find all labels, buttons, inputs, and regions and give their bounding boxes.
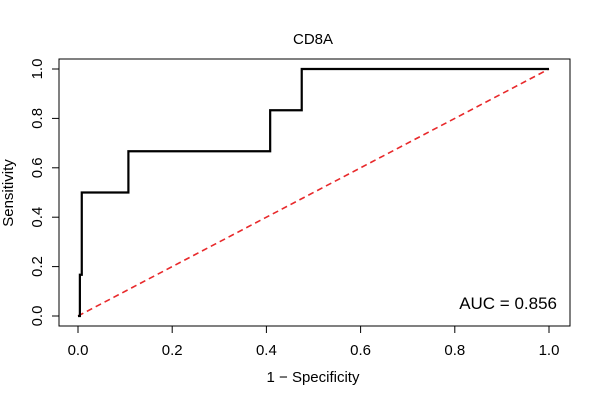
x-tick-label: 0.6 [350, 342, 371, 359]
x-tick-label: 0.0 [68, 342, 89, 359]
chart-title: CD8A [293, 31, 333, 48]
y-tick-label: 1.0 [29, 59, 46, 80]
y-tick-label: 0.6 [29, 157, 46, 178]
x-tick-label: 0.8 [444, 342, 465, 359]
reference-diagonal-line [77, 68, 550, 317]
x-axis-label: 1 − Specificity [267, 369, 360, 386]
y-axis: 0.0 0.2 0.4 0.6 0.8 1.0 [29, 59, 60, 327]
x-tick-label: 0.2 [162, 342, 183, 359]
roc-curve-line [78, 67, 549, 318]
x-tick-label: 0.4 [256, 342, 277, 359]
y-tick-label: 0.4 [29, 207, 46, 228]
x-axis: 0.0 0.2 0.4 0.6 0.8 1.0 [68, 325, 560, 359]
series-layer [77, 67, 550, 318]
y-axis-label: Sensitivity [0, 159, 17, 227]
auc-annotation: AUC = 0.856 [459, 294, 557, 313]
y-tick-label: 0.0 [29, 306, 46, 327]
x-tick-label: 1.0 [539, 342, 560, 359]
y-tick-label: 0.8 [29, 108, 46, 129]
y-tick-label: 0.2 [29, 256, 46, 277]
